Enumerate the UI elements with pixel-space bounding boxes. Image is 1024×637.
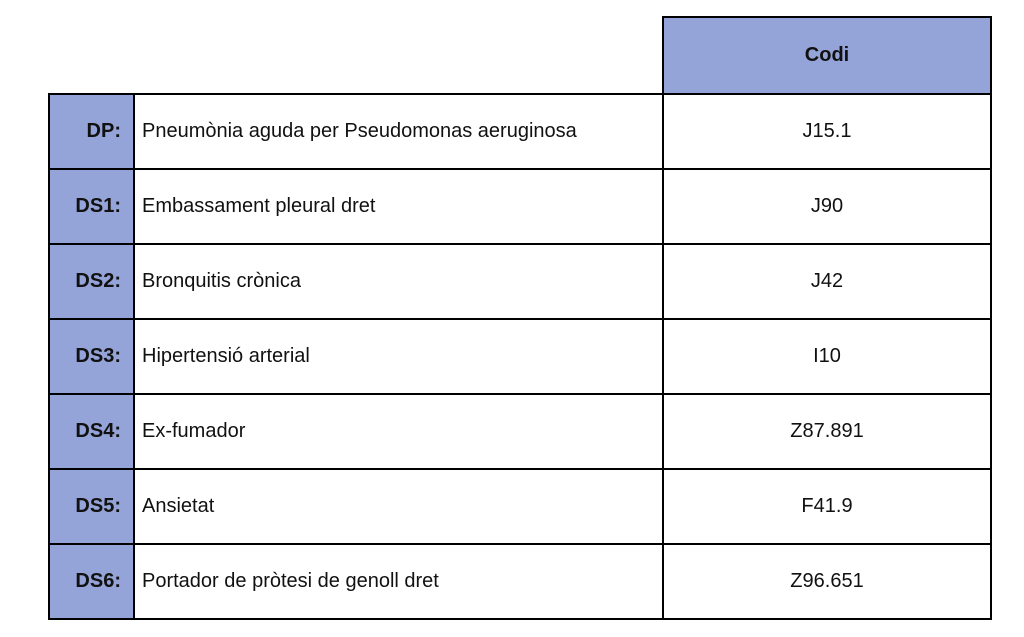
diagnosis-label-cell: DS2: bbox=[48, 243, 135, 320]
diagnosis-label-cell: DS4: bbox=[48, 393, 135, 470]
diagnosis-code-cell: J15.1 bbox=[662, 93, 992, 170]
diagnosis-code-cell: Z87.891 bbox=[662, 393, 992, 470]
table-row: DS3: Hipertensió arterial I10 bbox=[48, 318, 992, 395]
diagnosis-code-cell: J42 bbox=[662, 243, 992, 320]
diagnosis-code-cell: F41.9 bbox=[662, 468, 992, 545]
diagnosis-code-cell: J90 bbox=[662, 168, 992, 245]
diagnosis-description-cell: Portador de pròtesi de genoll dret bbox=[133, 543, 664, 620]
diagnosis-description-cell: Pneumònia aguda per Pseudomonas aerugino… bbox=[133, 93, 664, 170]
diagnosis-label-cell: DP: bbox=[48, 93, 135, 170]
table-row: DS4: Ex-fumador Z87.891 bbox=[48, 393, 992, 470]
diagnosis-label-cell: DS6: bbox=[48, 543, 135, 620]
table-row: DS6: Portador de pròtesi de genoll dret … bbox=[48, 543, 992, 620]
diagnosis-description-cell: Embassament pleural dret bbox=[133, 168, 664, 245]
table-body: DP: Pneumònia aguda per Pseudomonas aeru… bbox=[48, 93, 992, 620]
diagnosis-description-cell: Hipertensió arterial bbox=[133, 318, 664, 395]
diagnosis-label-cell: DS1: bbox=[48, 168, 135, 245]
header-spacer-description bbox=[134, 17, 663, 94]
codi-column-header: Codi bbox=[662, 16, 992, 95]
header-row: Codi bbox=[49, 16, 992, 95]
diagnosis-description-cell: Ansietat bbox=[133, 468, 664, 545]
diagnosis-code-cell: I10 bbox=[662, 318, 992, 395]
header-spacer-label bbox=[49, 17, 134, 94]
diagnosis-description-cell: Bronquitis crònica bbox=[133, 243, 664, 320]
diagnosis-codes-table: Codi DP: Pneumònia aguda per Pseudomonas… bbox=[48, 16, 992, 620]
table-row: DS1: Embassament pleural dret J90 bbox=[48, 168, 992, 245]
diagnosis-code-cell: Z96.651 bbox=[662, 543, 992, 620]
diagnosis-label-cell: DS5: bbox=[48, 468, 135, 545]
table-row: DS2: Bronquitis crònica J42 bbox=[48, 243, 992, 320]
diagnosis-label-cell: DS3: bbox=[48, 318, 135, 395]
table-row: DS5: Ansietat F41.9 bbox=[48, 468, 992, 545]
diagnosis-description-cell: Ex-fumador bbox=[133, 393, 664, 470]
table-row: DP: Pneumònia aguda per Pseudomonas aeru… bbox=[48, 93, 992, 170]
